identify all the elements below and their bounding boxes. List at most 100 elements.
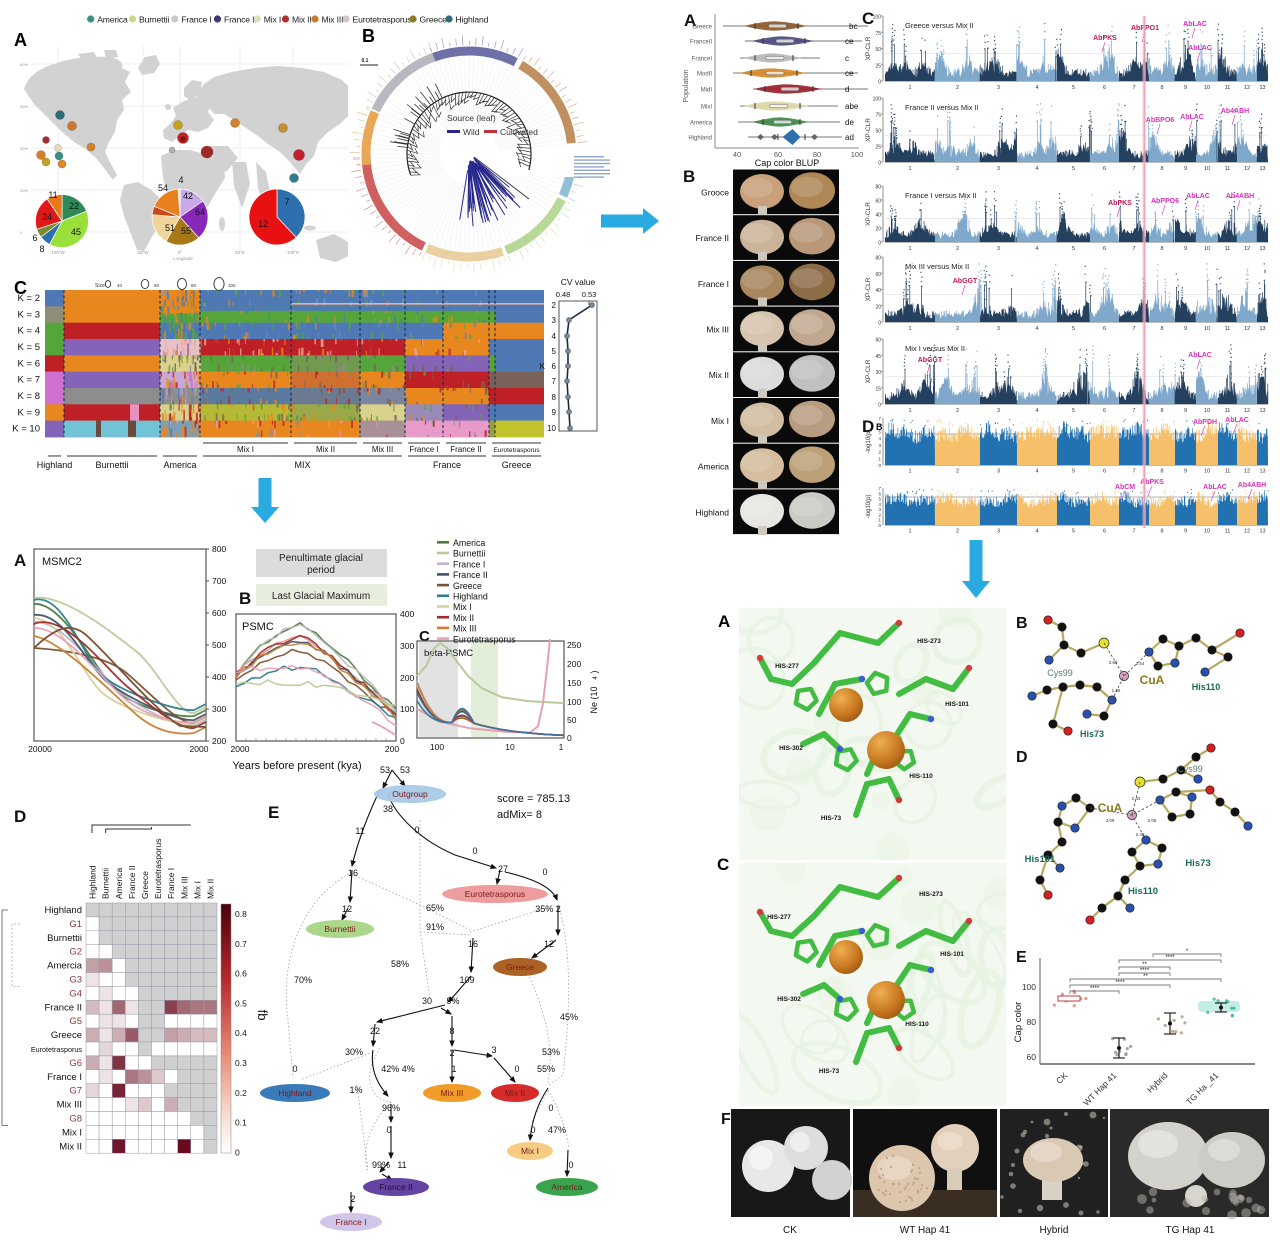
svg-text:B: B: [876, 422, 883, 432]
svg-text:12: 12: [1244, 326, 1250, 332]
svg-text:8: 8: [39, 244, 44, 254]
svg-text:His73: His73: [1080, 729, 1104, 739]
svg-text:0.1: 0.1: [235, 1118, 247, 1128]
svg-text:0.2: 0.2: [235, 1088, 247, 1098]
svg-text:MSMC2: MSMC2: [42, 556, 82, 568]
svg-text:Highland: Highland: [695, 507, 729, 517]
svg-text:4: 4: [1035, 166, 1038, 172]
svg-text:AbLAC: AbLAC: [1180, 114, 1204, 121]
svg-text:period: period: [307, 565, 335, 576]
svg-text:12: 12: [1244, 85, 1250, 91]
svg-text:K = 7: K = 7: [18, 375, 40, 386]
svg-text:AbPKS: AbPKS: [1140, 479, 1164, 486]
svg-text:80: 80: [875, 256, 881, 262]
svg-text:96%: 96%: [382, 1103, 400, 1113]
svg-text:1: 1: [908, 529, 911, 535]
svg-text:France I: France I: [47, 1072, 82, 1083]
svg-text:2: 2: [956, 469, 959, 475]
svg-text:7: 7: [1132, 246, 1135, 252]
svg-text:Greece: Greece: [51, 1030, 82, 1041]
svg-text:Mix I: Mix I: [62, 1127, 82, 1138]
svg-text:8: 8: [1160, 408, 1163, 414]
svg-text:8: 8: [1160, 326, 1163, 332]
svg-text:100: 100: [873, 15, 882, 21]
svg-text:8: 8: [1160, 469, 1163, 475]
svg-text:25: 25: [875, 145, 881, 151]
svg-text:13: 13: [1259, 469, 1265, 475]
svg-text:America: America: [690, 121, 713, 127]
svg-text:America: America: [453, 538, 485, 548]
svg-text:0: 0: [514, 1064, 519, 1074]
svg-text:His73: His73: [1185, 858, 1210, 869]
svg-text:4: 4: [1035, 469, 1038, 475]
svg-text:3: 3: [997, 469, 1000, 475]
svg-text:53%: 53%: [542, 1047, 560, 1057]
svg-text:47%: 47%: [548, 1125, 566, 1135]
svg-text:12: 12: [258, 219, 268, 229]
svg-text:800: 800: [212, 544, 226, 554]
svg-text:France II: France II: [453, 570, 488, 580]
svg-text:Highland: Highland: [456, 15, 489, 25]
svg-text:G8: G8: [69, 1113, 82, 1124]
svg-text:0: 0: [292, 1064, 297, 1074]
svg-text:HIS-302: HIS-302: [777, 996, 801, 1003]
svg-text:10: 10: [1204, 246, 1210, 252]
svg-text:50°E: 50°E: [235, 250, 245, 255]
svg-text:G6: G6: [69, 1058, 82, 1069]
svg-text:B: B: [683, 167, 695, 186]
svg-text:9: 9: [1184, 529, 1187, 535]
svg-text:AbLAC: AbLAC: [1188, 45, 1212, 52]
svg-text:CV value: CV value: [561, 277, 596, 287]
svg-text:HIS-101: HIS-101: [945, 701, 969, 708]
svg-text:Population: Population: [683, 69, 690, 102]
svg-text:80: 80: [813, 150, 821, 159]
svg-text:MIX: MIX: [294, 460, 310, 470]
svg-text:60: 60: [875, 199, 881, 205]
svg-text:5: 5: [552, 347, 557, 356]
svg-text:60: 60: [875, 338, 881, 344]
svg-text:France I: France I: [453, 559, 485, 569]
svg-text:7: 7: [1132, 166, 1135, 172]
svg-text:Highland: Highland: [37, 460, 73, 470]
svg-text:12: 12: [342, 904, 352, 914]
svg-text:G3: G3: [69, 974, 82, 985]
svg-text:Outgroup: Outgroup: [392, 789, 428, 799]
svg-text:Longitude: Longitude: [173, 256, 193, 261]
svg-text:France I: France I: [409, 445, 438, 454]
svg-text:8: 8: [552, 393, 557, 402]
svg-text:TG Hap 41: TG Hap 41: [1166, 1225, 1215, 1236]
svg-text:1: 1: [878, 518, 881, 523]
svg-text:HIS-277: HIS-277: [775, 663, 799, 670]
svg-text:6: 6: [1103, 326, 1106, 332]
svg-text:CK: CK: [1054, 1070, 1070, 1086]
svg-text:AbGGT: AbGGT: [953, 278, 978, 285]
svg-text:G5: G5: [69, 1016, 82, 1027]
svg-text:10: 10: [1204, 529, 1210, 535]
svg-text:200: 200: [385, 744, 399, 754]
svg-text:6: 6: [1103, 408, 1106, 414]
svg-text:6: 6: [32, 233, 37, 243]
svg-text:Eurotetrasporus: Eurotetrasporus: [153, 839, 163, 899]
svg-text:****: ****: [1165, 955, 1175, 961]
svg-text:0.53: 0.53: [582, 290, 597, 299]
svg-text:Mix III: Mix III: [706, 324, 729, 334]
svg-text:0: 0: [878, 241, 881, 247]
svg-text:France: France: [433, 460, 461, 470]
svg-text:12: 12: [1244, 408, 1250, 414]
svg-text:51: 51: [165, 223, 175, 233]
svg-text:abe: abe: [845, 102, 859, 111]
svg-text:8: 8: [1160, 246, 1163, 252]
svg-text:-log10(p): -log10(p): [866, 429, 872, 453]
svg-text:Eurotetrasporus: Eurotetrasporus: [353, 15, 412, 25]
svg-text:0.48: 0.48: [556, 290, 571, 299]
svg-text:200: 200: [400, 673, 414, 683]
svg-text:D: D: [1016, 749, 1028, 766]
svg-text:300: 300: [212, 704, 226, 714]
svg-text:100: 100: [567, 697, 581, 707]
svg-text:Highland: Highland: [45, 905, 83, 916]
svg-text:7: 7: [1132, 469, 1135, 475]
svg-text:0.1: 0.1: [362, 58, 369, 64]
svg-text:4: 4: [1035, 85, 1038, 91]
svg-text:America: America: [114, 868, 124, 899]
svg-text:13: 13: [1259, 529, 1265, 535]
